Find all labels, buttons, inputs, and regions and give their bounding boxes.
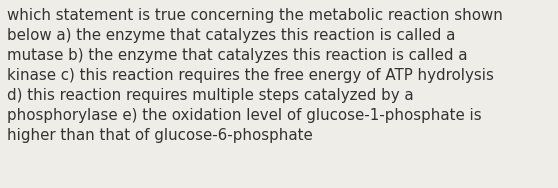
Text: which statement is true concerning the metabolic reaction shown
below a) the enz: which statement is true concerning the m… xyxy=(7,8,503,143)
